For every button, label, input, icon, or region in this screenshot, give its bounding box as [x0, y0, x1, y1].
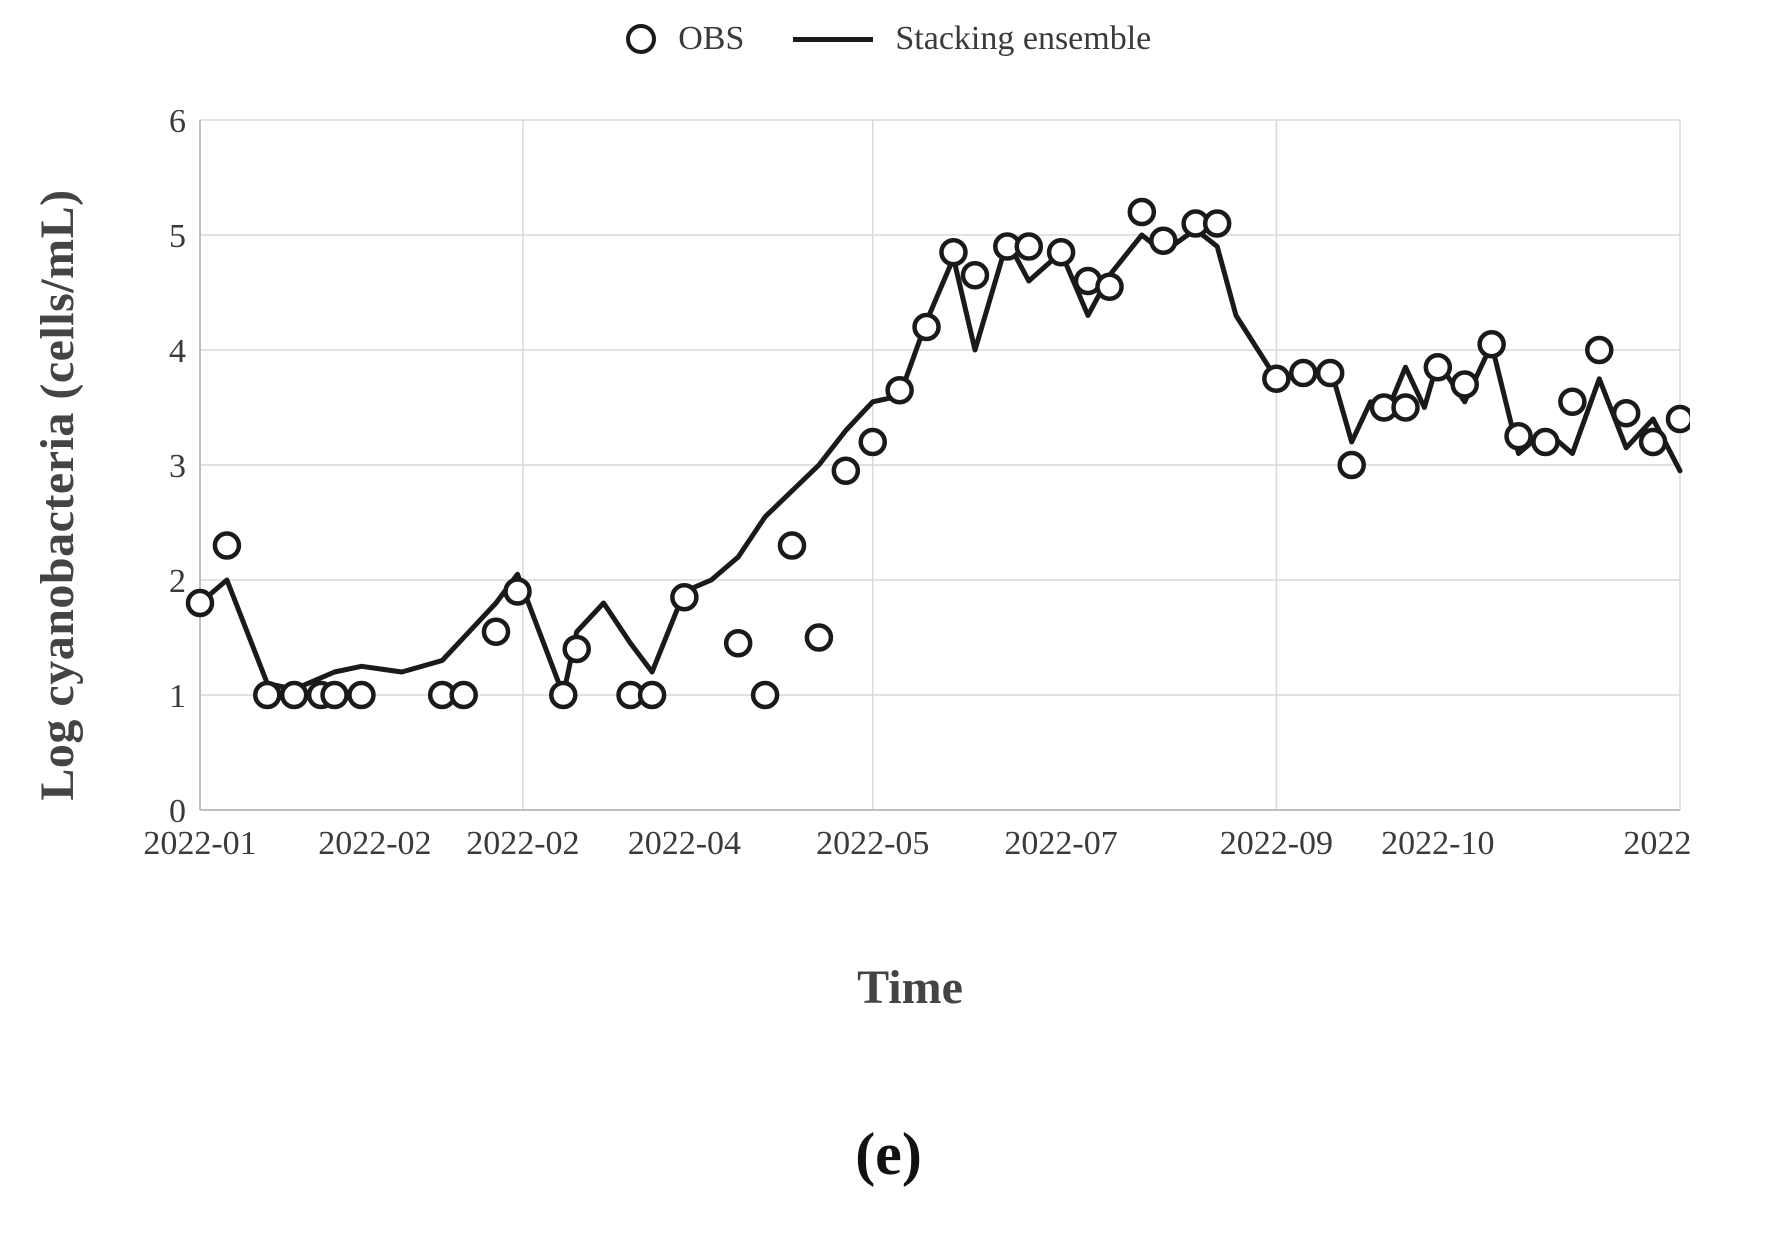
- y-axis-label: Log cyanobacteria (cells/mL): [30, 110, 85, 880]
- legend: OBS Stacking ensemble: [0, 18, 1777, 58]
- y-tick-label: 4: [169, 333, 186, 370]
- plot-svg: 01234562022-012022-022022-022022-042022-…: [130, 110, 1690, 880]
- x-tick-label: 2022-02: [318, 825, 431, 862]
- y-tick-label: 3: [169, 448, 186, 485]
- x-tick-label: 2022-02: [466, 825, 579, 862]
- x-tick-label: 2022-05: [816, 825, 929, 862]
- y-tick-label: 2: [169, 563, 186, 600]
- series-line-stacking-ensemble: [200, 229, 1680, 695]
- legend-marker-obs: [626, 24, 656, 54]
- x-tick-label: 2022-10: [1381, 825, 1494, 862]
- y-tick-label: 5: [169, 218, 186, 255]
- x-tick-label: 2022-04: [628, 825, 741, 862]
- x-tick-label: 2022-07: [1004, 825, 1117, 862]
- x-tick-label: 2022-12: [1623, 825, 1690, 862]
- legend-marker-line: [793, 37, 873, 42]
- x-tick-label: 2022-01: [143, 825, 256, 862]
- y-tick-label: 1: [169, 678, 186, 715]
- x-tick-label: 2022-09: [1220, 825, 1333, 862]
- subcaption: (e): [0, 1120, 1777, 1189]
- legend-label-obs: OBS: [678, 20, 744, 57]
- plot-area: 01234562022-012022-022022-022022-042022-…: [130, 110, 1690, 880]
- series-scatter-obs: [188, 200, 1690, 707]
- y-tick-label: 6: [169, 110, 186, 140]
- chart-container: OBS Stacking ensemble Log cyanobacteria …: [0, 0, 1777, 1253]
- x-axis-label: Time: [130, 960, 1690, 1015]
- legend-label-line: Stacking ensemble: [895, 20, 1151, 57]
